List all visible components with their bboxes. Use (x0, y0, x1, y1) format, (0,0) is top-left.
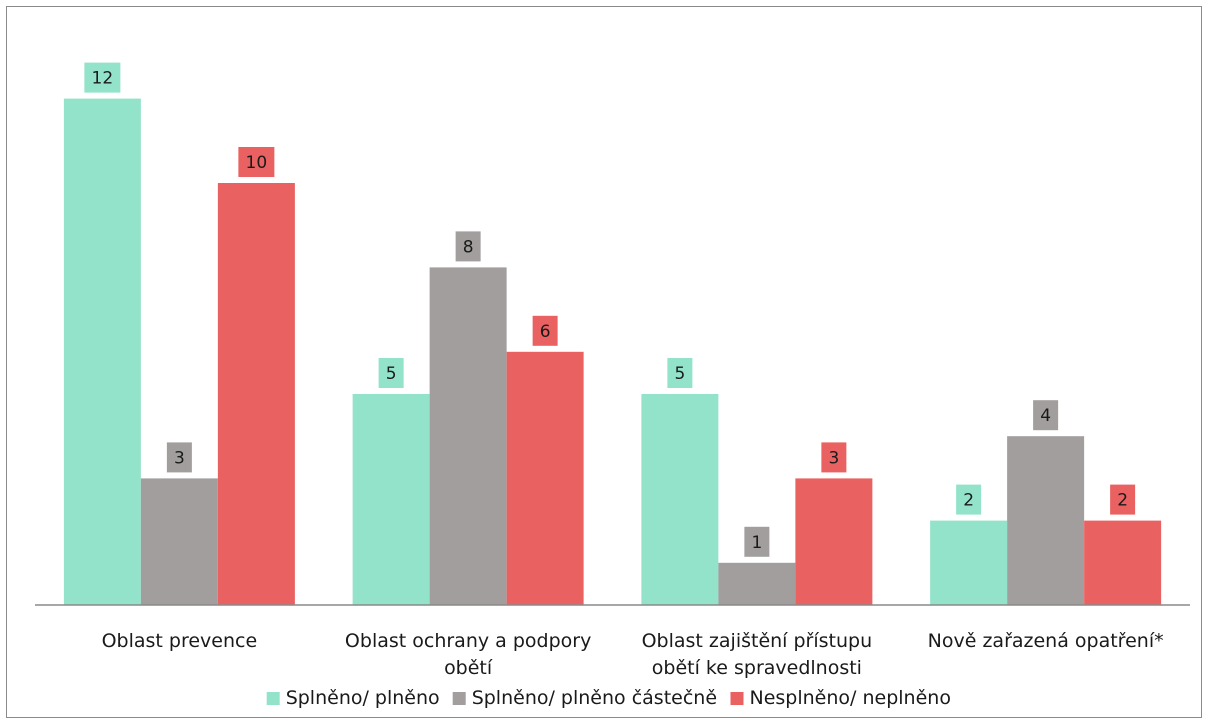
bar-3-series-2 (718, 562, 796, 605)
bar-2-series-3 (506, 351, 584, 605)
data-label-box-3-2 (744, 526, 770, 557)
bar-1-series-1 (63, 98, 141, 605)
data-label-box-4-1 (956, 484, 982, 515)
data-label-3-2: 1 (751, 533, 762, 553)
bar-1-series-2 (140, 478, 218, 605)
data-label-1-2: 3 (174, 448, 185, 468)
legend-swatch-1 (266, 692, 280, 705)
data-label-box-1-3 (238, 147, 275, 177)
bar-1-series-3 (217, 183, 295, 605)
data-label-box-2-2 (455, 231, 481, 262)
legend-swatch-3 (730, 692, 744, 705)
legend-swatch-2 (452, 692, 466, 705)
bar-4-series-1 (930, 520, 1008, 605)
data-label-box-2-1 (378, 358, 404, 388)
data-label-box-3-1 (667, 358, 693, 388)
data-label-2-1: 5 (386, 364, 397, 384)
category-label-3-line-2: obětí ke spravedlnosti (652, 657, 862, 679)
category-label-1: Oblast prevence (102, 630, 258, 652)
data-label-box-4-2 (1033, 400, 1059, 431)
category-label-2-line-2: obětí (444, 657, 493, 679)
bar-2-series-1 (352, 394, 430, 605)
data-label-box-2-3 (532, 315, 558, 346)
bar-2-series-2 (429, 267, 507, 605)
data-label-2-2: 8 (463, 237, 474, 257)
bar-3-series-3 (795, 478, 873, 605)
data-label-4-3: 2 (1117, 491, 1128, 511)
data-label-1-3: 10 (246, 153, 268, 173)
data-label-box-1-2 (166, 442, 192, 473)
category-label-3-line-1: Oblast zajištění přístupu (642, 630, 873, 652)
bar-3-series-1 (641, 394, 719, 605)
data-label-4-2: 4 (1040, 406, 1051, 426)
data-label-box-3-3 (821, 442, 847, 473)
data-label-1-1: 12 (92, 69, 114, 89)
data-label-3-3: 3 (828, 448, 839, 468)
bar-4-series-2 (1007, 436, 1085, 605)
data-label-box-1-1 (84, 62, 121, 93)
data-label-box-4-3 (1110, 484, 1136, 515)
category-label-4: Nově zařazená opatření* (928, 630, 1164, 652)
bar-4-series-3 (1084, 520, 1162, 605)
data-label-2-3: 6 (540, 322, 551, 342)
legend-label-2: Splněno/ plněno částečně (472, 687, 717, 709)
legend-label-1: Splněno/ plněno (286, 687, 440, 709)
legend-label-3: Nesplněno/ neplněno (750, 687, 951, 709)
category-label-2-line-1: Oblast ochrany a podpory (345, 630, 591, 652)
data-label-4-1: 2 (963, 491, 974, 511)
data-label-3-1: 5 (674, 364, 685, 384)
